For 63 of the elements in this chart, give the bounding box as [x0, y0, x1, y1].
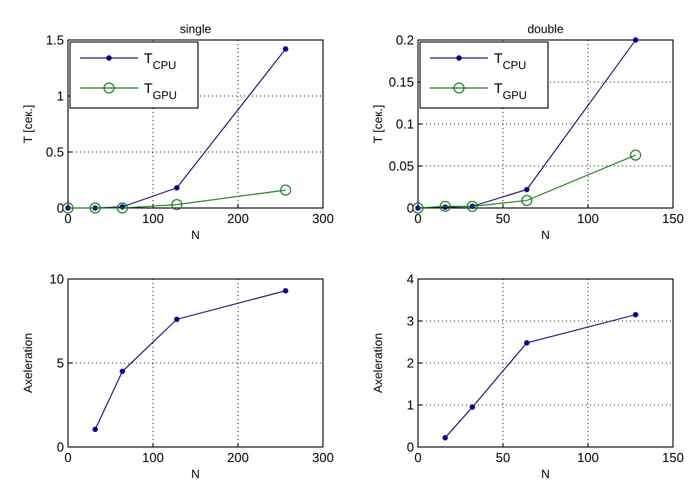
point [280, 184, 292, 196]
x-tick-label: 50 [496, 211, 510, 226]
legend-label: T$_{CPU}$ [494, 50, 526, 72]
x-tick-label: 200 [227, 211, 249, 226]
point [524, 186, 530, 192]
y-tick-label: 4 [406, 272, 414, 286]
point [282, 288, 288, 294]
legend-label: T$_{GPU}$ [144, 80, 177, 102]
point [442, 435, 448, 440]
point [466, 200, 478, 212]
y-tick-label: 1 [406, 398, 414, 412]
point [630, 150, 642, 161]
x-axis-title: N [191, 467, 200, 481]
y-tick-label: 0 [406, 440, 414, 454]
y-axis-title: Axeleration [21, 332, 35, 394]
point [174, 316, 180, 322]
x-axis-title: N [541, 467, 550, 481]
y-tick-label: 0.05 [388, 158, 414, 174]
x-tick-label: 300 [312, 211, 334, 226]
point [440, 200, 451, 212]
y-tick-label: 5 [56, 356, 64, 370]
x-axis-title: N [191, 228, 200, 242]
x-tick-label: 100 [577, 211, 599, 226]
y-tick-label: 2 [406, 356, 414, 370]
y-tick-label: 0.15 [388, 74, 414, 90]
point [521, 194, 532, 206]
y-tick-label: 0.5 [46, 144, 64, 160]
chart-title: single [180, 22, 212, 36]
point [470, 404, 476, 410]
legend-label: T$_{CPU}$ [144, 50, 176, 72]
point [412, 202, 424, 214]
x-tick-label: 50 [496, 450, 510, 465]
x-tick-label: 300 [312, 450, 334, 465]
point [524, 340, 530, 346]
y-tick-label: 1 [56, 88, 64, 104]
y-tick-label: 1.5 [46, 32, 64, 48]
x-tick-label: 100 [142, 211, 164, 226]
chart-title: double [527, 22, 564, 36]
point [632, 37, 638, 43]
x-tick-label: 100 [577, 450, 599, 465]
point [282, 46, 288, 52]
y-axis-title: Axeleration [371, 332, 385, 394]
point [62, 202, 74, 214]
point [90, 202, 101, 214]
y-axis-title: T [сек.] [371, 104, 385, 144]
y-tick-label: 0.1 [396, 116, 414, 132]
x-tick-label: 150 [662, 450, 684, 465]
x-tick-label: 150 [662, 211, 684, 226]
y-tick-label: 0.2 [396, 32, 414, 48]
y-axis-title: T [сек.] [21, 104, 35, 144]
point [120, 368, 126, 374]
x-axis-title: N [541, 228, 550, 242]
point [632, 312, 638, 318]
point [116, 202, 128, 214]
y-tick-label: 10 [50, 272, 64, 286]
y-tick-label: 0 [56, 440, 64, 454]
y-tick-label: 3 [406, 314, 414, 328]
legend-label: T$_{GPU}$ [494, 80, 527, 102]
x-tick-label: 100 [142, 450, 164, 465]
point [171, 199, 182, 210]
point [174, 185, 180, 191]
point [92, 426, 98, 432]
x-tick-label: 200 [227, 450, 249, 465]
